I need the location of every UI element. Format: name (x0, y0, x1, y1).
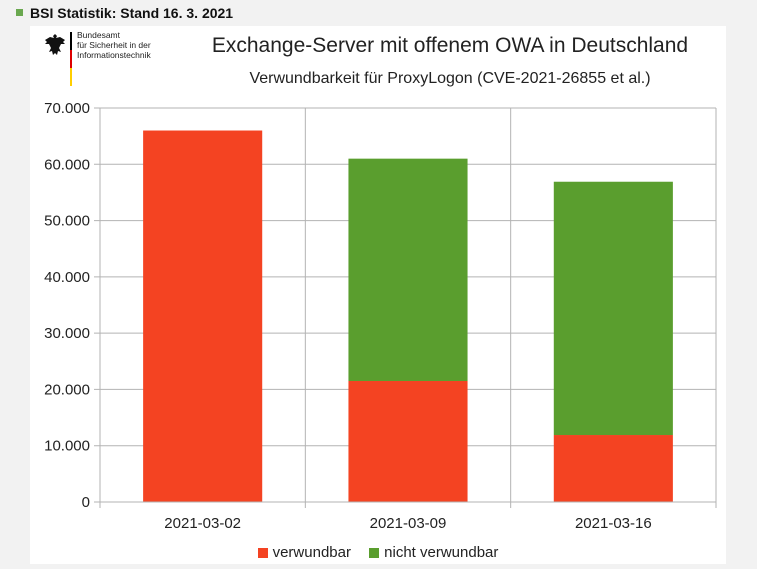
axis-layer (99, 108, 716, 503)
flag-stripe-black (70, 32, 72, 50)
logo-text: Bundesamt für Sicherheit in der Informat… (77, 30, 151, 60)
legend-swatch-verwundbar (257, 547, 268, 558)
y-tick-label: 30.000 (44, 325, 90, 342)
bar-verwundbar-2021-03-09 (348, 380, 468, 502)
legend: verwundbar nicht verwundbar (30, 544, 726, 562)
bar-verwundbar-2021-03-02 (143, 130, 263, 502)
label-layer: 0 10.000 20.000 30.000 40.000 50.000 60.000 70.… (44, 100, 652, 532)
header-title: BSI Statistik: Stand 16. 3. 2021 (30, 5, 234, 21)
logo-line: Informationstechnik (77, 50, 151, 60)
chart-panel: Bundesamt für Sicherheit in der Informat… (30, 26, 726, 564)
x-tick-label: 2021-03-09 (370, 515, 447, 532)
x-tick-label: 2021-03-16 (575, 515, 652, 532)
y-tick-label: 20.000 (44, 381, 90, 398)
legend-label: nicht verwundbar (384, 544, 499, 561)
y-tick-label: 0 (82, 494, 90, 511)
legend-swatch-nicht-verwundbar (369, 547, 380, 558)
bar-layer (143, 130, 673, 502)
y-tick-label: 50.000 (44, 213, 90, 230)
flag-stripe-red (70, 50, 72, 68)
y-tick-label: 70.000 (44, 100, 90, 117)
y-tick-label: 60.000 (44, 156, 90, 173)
y-tick-label: 10.000 (44, 438, 90, 455)
bar-nicht-verwundbar-2021-03-16 (553, 181, 673, 436)
bar-verwundbar-2021-03-16 (553, 435, 673, 502)
header-bar: BSI Statistik: Stand 16. 3. 2021 (0, 0, 757, 28)
legend-item-nicht-verwundbar: nicht verwundbar (369, 544, 498, 561)
chart-title: Exchange-Server mit offenem OWA in Deuts… (211, 34, 689, 57)
flag-bar (70, 32, 72, 86)
header-bullet-icon (16, 9, 23, 16)
logo-line: für Sicherheit in der (77, 40, 151, 50)
chart-subtitle: Verwundbarkeit für ProxyLogon (CVE-2021-… (249, 70, 651, 87)
flag-stripe-gold (70, 68, 72, 86)
legend-item-verwundbar: verwundbar (257, 544, 351, 561)
logo-line: Bundesamt (77, 30, 120, 40)
bar-nicht-verwundbar-2021-03-09 (348, 158, 468, 381)
x-tick-label: 2021-03-02 (164, 515, 241, 532)
chart-plot: 0 10.000 20.000 30.000 40.000 50.000 60.000 70.… (44, 100, 717, 532)
y-tick-label: 40.000 (44, 269, 90, 286)
legend-label: verwundbar (272, 544, 351, 561)
federal-eagle-icon (45, 34, 65, 55)
